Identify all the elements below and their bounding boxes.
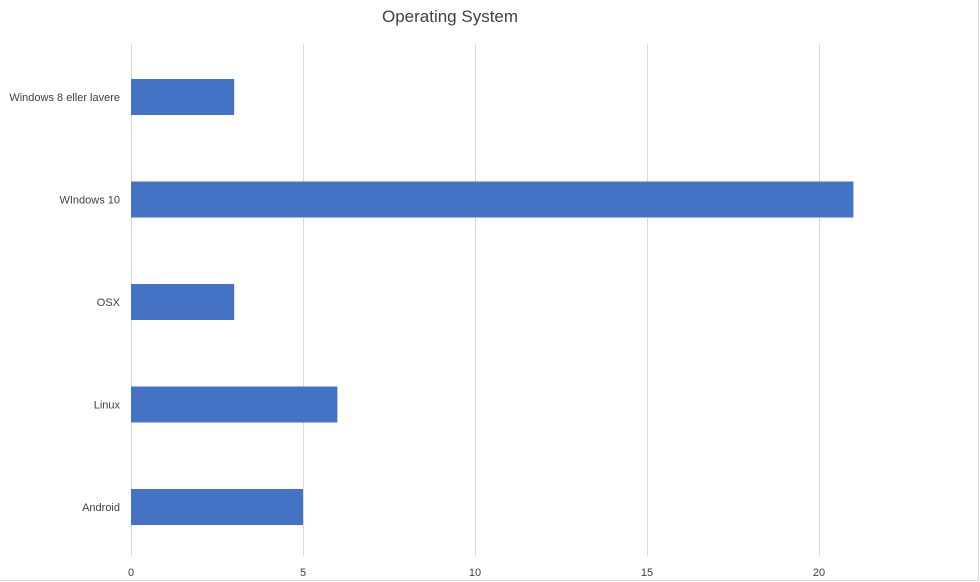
category-label: OSX (97, 297, 121, 309)
x-tick-label: 5 (300, 567, 306, 579)
tick-labels: 0 5 10 15 20 (128, 567, 825, 579)
category-label: Android (82, 502, 120, 514)
category-labels: Windows 8 eller lavere WIndows 10 OSX Linux… (9, 92, 120, 514)
category-label: Linux (94, 400, 121, 412)
x-tick-label: 15 (641, 567, 653, 579)
x-tick-label: 20 (813, 567, 825, 579)
category-label: WIndows 10 (59, 195, 120, 207)
bar (131, 386, 338, 423)
x-tick-label: 10 (469, 567, 481, 579)
bar (131, 181, 854, 218)
gridlines (131, 44, 820, 556)
bars (131, 79, 854, 525)
bar (131, 489, 303, 525)
category-label: Windows 8 eller lavere (9, 92, 120, 104)
bar (131, 284, 235, 320)
bar (131, 79, 235, 115)
x-tick-label: 0 (128, 567, 134, 579)
chart-title: Operating System (381, 7, 519, 26)
